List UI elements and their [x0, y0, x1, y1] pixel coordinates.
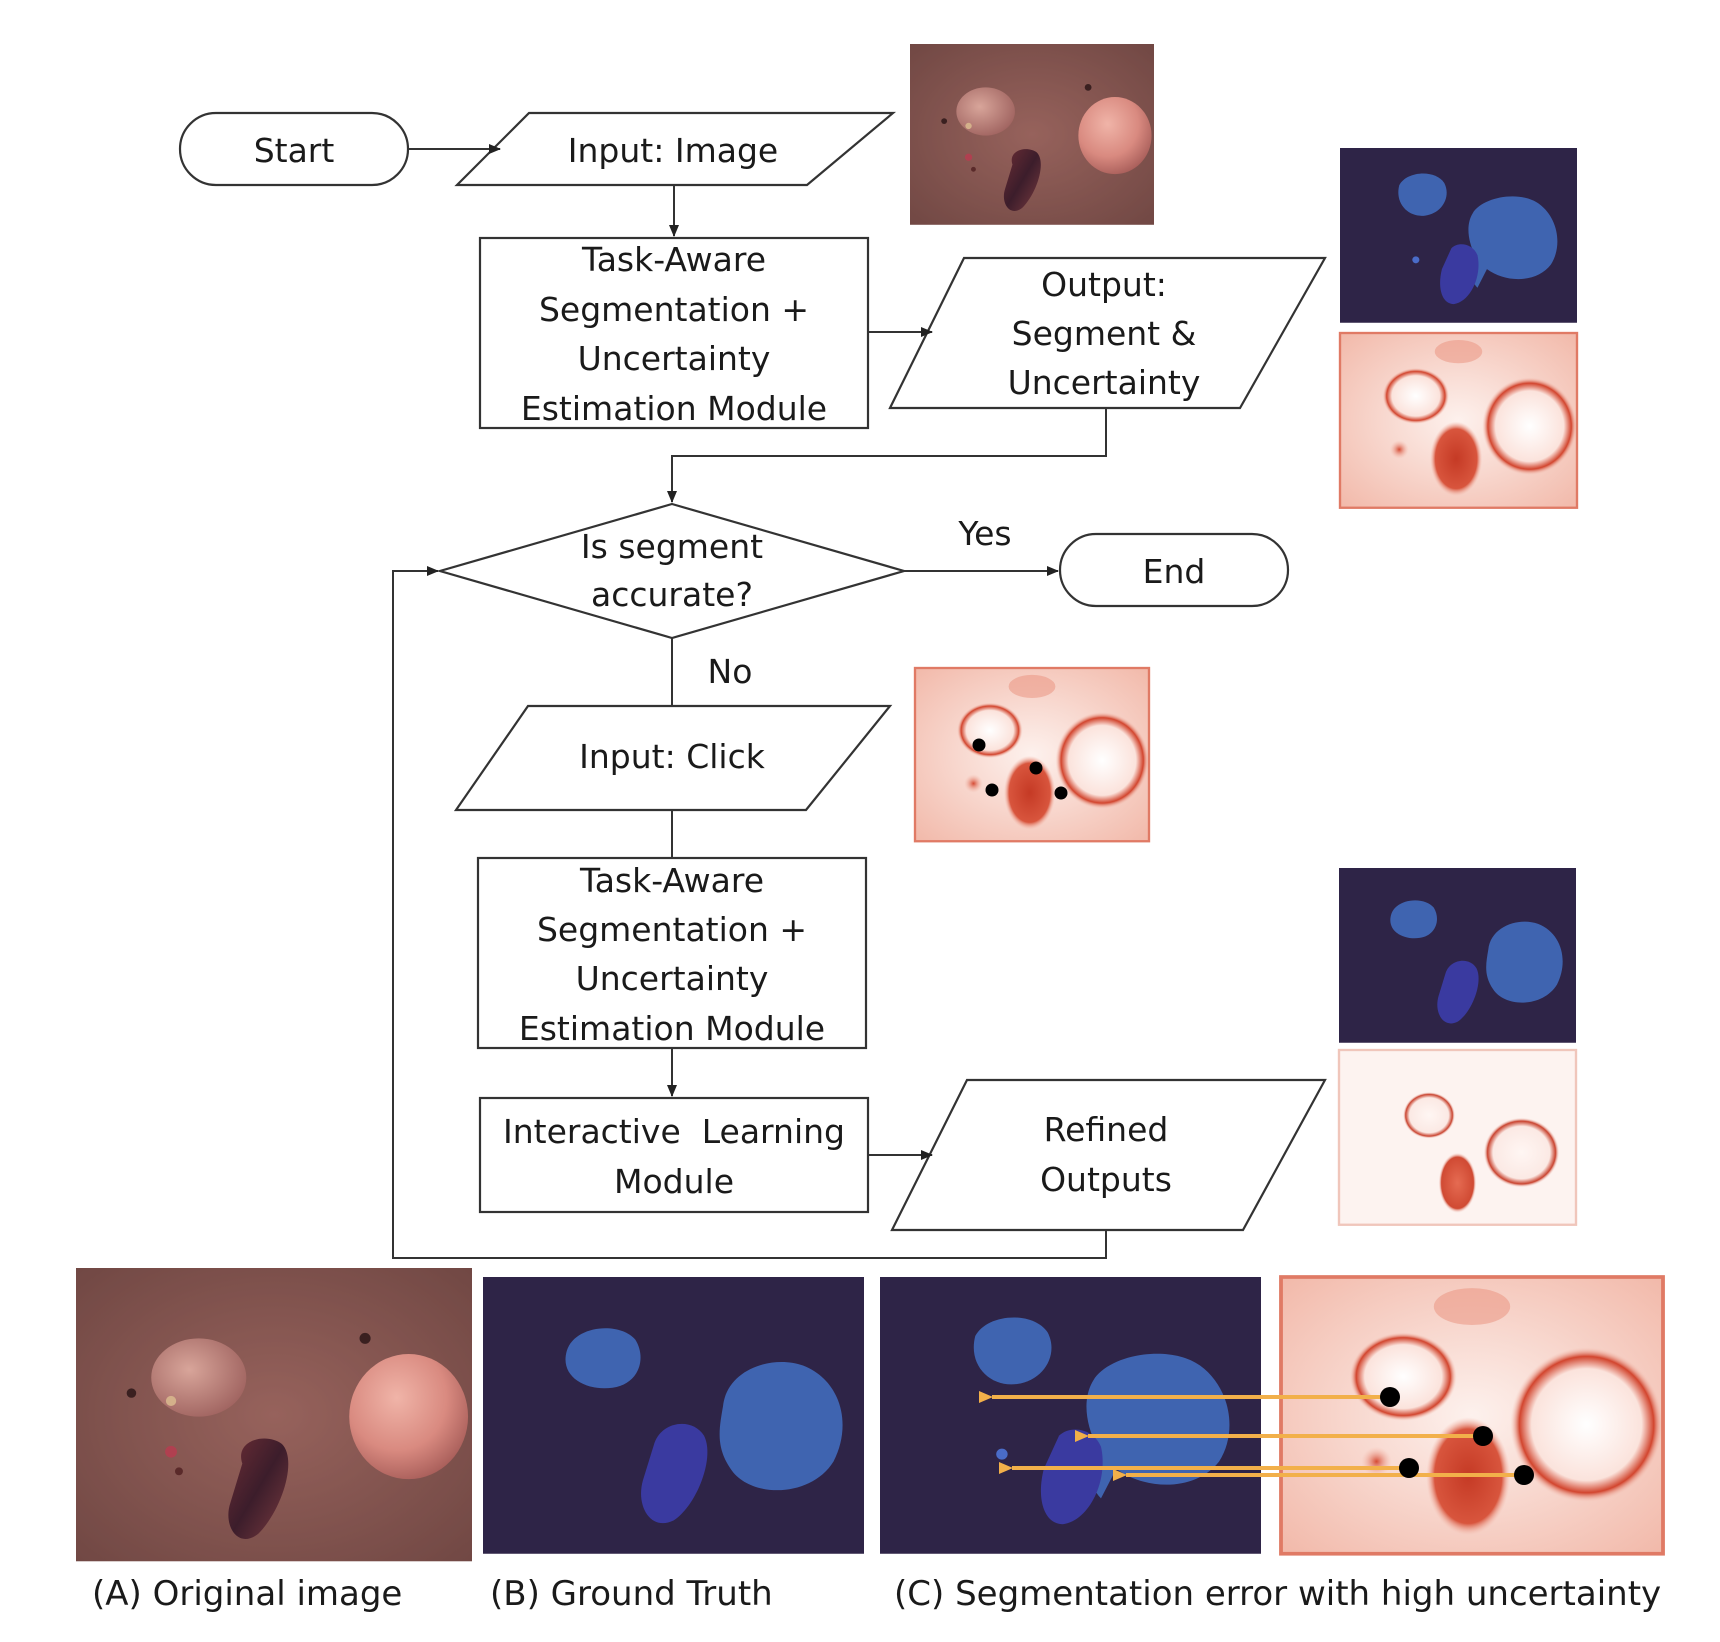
input-image-parallelogram: [454, 111, 897, 187]
click-point: [972, 738, 986, 752]
start-label: Start: [254, 131, 335, 170]
output1-line3: Uncertainty: [1008, 363, 1201, 402]
module2-line3: Uncertainty: [576, 959, 769, 998]
interactive-line2: Module: [614, 1162, 734, 1201]
yes-label: Yes: [957, 514, 1011, 553]
refined-outputs-parallelogram: [890, 1078, 1327, 1232]
caption-segmentation-error: (C) Segmentation error with high uncerta…: [894, 1574, 1661, 1614]
loop-back-arrow: [392, 566, 1107, 1259]
input-image-label: Input: Image: [568, 131, 778, 170]
correction-arrows: [979, 1391, 1524, 1481]
output-segment-parallelogram: [888, 256, 1327, 410]
click-point: [1029, 761, 1043, 775]
module1-line2: Segmentation +: [539, 290, 809, 329]
caption-ground-truth: (B) Ground Truth: [490, 1574, 773, 1614]
segmentation-module-box: [478, 236, 870, 430]
output-segmentation-thumbnail: [1340, 148, 1577, 323]
original-image-panel: [76, 1268, 472, 1562]
decision-line1: Is segment: [581, 527, 763, 566]
module2-line2: Segmentation +: [537, 910, 807, 949]
interactive-learning-box: [478, 1096, 870, 1214]
input-skin-thumbnail: [910, 44, 1154, 225]
output-uncertainty-thumbnail: [1338, 331, 1579, 509]
refined-line2: Outputs: [1040, 1160, 1172, 1199]
output1-line1: Output:: [1041, 265, 1167, 304]
click-point: [985, 783, 999, 797]
end-terminal: [1058, 532, 1290, 608]
interactive-line1: Interactive Learning: [503, 1112, 845, 1151]
ground-truth-panel: [483, 1277, 864, 1554]
output1-line2: Segment &: [1012, 314, 1197, 353]
decision-diamond: [436, 502, 908, 640]
click-point: [1473, 1426, 1493, 1446]
input-click-parallelogram: [453, 704, 893, 812]
module2-line1: Task-Aware: [579, 861, 764, 900]
uncertainty-click-points: [1380, 1387, 1534, 1485]
segmentation-error-panel: [880, 1277, 1261, 1554]
click-point: [1054, 786, 1068, 800]
module2-line4: Estimation Module: [519, 1009, 825, 1048]
arrow-output-to-decision: [667, 408, 1107, 503]
module1-line3: Uncertainty: [578, 339, 771, 378]
refined-segmentation-thumbnail: [1339, 868, 1576, 1043]
click-point: [1399, 1458, 1419, 1478]
click-point: [1514, 1465, 1534, 1485]
refined-uncertainty-thumbnail: [1337, 1048, 1578, 1226]
decision-line2: accurate?: [591, 575, 753, 614]
input-click-label: Input: Click: [579, 737, 766, 776]
module1-line1: Task-Aware: [581, 240, 766, 279]
module1-line4: Estimation Module: [521, 389, 827, 428]
end-label: End: [1143, 552, 1206, 591]
segmentation-module-box-2: [476, 856, 868, 1050]
refined-line1: Refined: [1044, 1110, 1169, 1149]
uncertainty-panel: [1279, 1275, 1665, 1556]
caption-original-image: (A) Original image: [92, 1574, 402, 1614]
click-points: [972, 738, 1068, 800]
click-uncertainty-thumbnail: [913, 666, 1151, 843]
no-label: No: [708, 652, 753, 691]
click-point: [1380, 1387, 1400, 1407]
